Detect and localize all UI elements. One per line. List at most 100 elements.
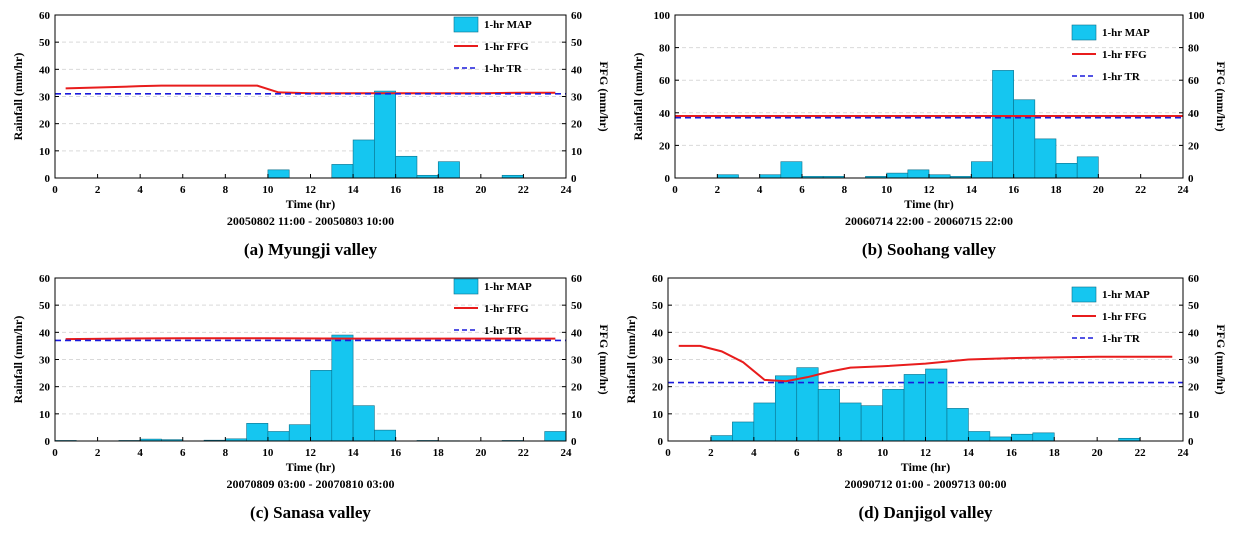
x-tick-label: 4 [757, 184, 763, 196]
y2-tick-label: 20 [1188, 382, 1200, 394]
x-tick-label: 22 [1135, 447, 1147, 459]
panel-caption: (b) Soohang valley [862, 240, 997, 259]
panel-caption: (d) Danjigol valley [858, 503, 993, 522]
y2-tick-label: 0 [571, 173, 577, 185]
y2-tick-label: 80 [1188, 43, 1200, 55]
y2-tick-label: 10 [571, 146, 583, 158]
y-tick-label: 20 [39, 119, 51, 131]
map-bar [437, 161, 460, 179]
x-tick-label: 8 [223, 447, 229, 459]
y2-tick-label: 40 [1188, 327, 1200, 339]
y-tick-label: 10 [652, 409, 664, 421]
map-bar [971, 161, 993, 179]
legend: 1-hr MAP 1-hr FFG 1-hr TR [453, 278, 532, 337]
x-tick-label: 0 [665, 447, 671, 459]
x-tick-label: 24 [561, 184, 573, 196]
map-bar [1013, 99, 1036, 179]
y-axis-label: Rainfall (mm/hr) [631, 53, 645, 141]
legend-label-map: 1-hr MAP [1102, 289, 1150, 301]
y-tick-label: 0 [665, 173, 671, 185]
x-tick-label: 0 [672, 184, 678, 196]
map-bar [352, 405, 375, 442]
map-bar [925, 368, 948, 442]
x-tick-label: 6 [794, 447, 800, 459]
x-tick-label: 0 [52, 184, 58, 196]
x-tick-label: 10 [262, 184, 274, 196]
y-tick-label: 60 [659, 75, 671, 87]
y2-axis-label: FFG (mm/hr) [597, 61, 611, 131]
date-range-label: 20090712 01:00 - 2009713 00:00 [845, 477, 1007, 491]
x-tick-label: 10 [262, 447, 274, 459]
y-tick-label: 20 [652, 382, 664, 394]
map-bar [374, 90, 396, 179]
y-tick-label: 50 [39, 300, 51, 312]
y2-axis-label: FFG (mm/hr) [1214, 61, 1228, 131]
legend-label-tr: 1-hr TR [1102, 71, 1141, 83]
y-tick-label: 0 [45, 173, 51, 185]
legend-label-ffg: 1-hr FFG [484, 41, 529, 53]
legend-label-tr: 1-hr TR [484, 325, 523, 337]
y2-axis-label: FFG (mm/hr) [597, 324, 611, 394]
map-bar [395, 155, 418, 179]
y-tick-label: 60 [652, 273, 664, 285]
legend-label-tr: 1-hr TR [484, 63, 523, 75]
map-bar [992, 70, 1014, 179]
x-tick-label: 6 [180, 447, 186, 459]
legend-label-ffg: 1-hr FFG [1102, 311, 1147, 323]
map-bar [710, 435, 733, 442]
map-bar [732, 421, 755, 442]
y2-tick-label: 60 [1188, 273, 1200, 285]
legend-label-map: 1-hr MAP [484, 19, 532, 31]
legend: 1-hr MAP 1-hr FFG 1-hr TR [1071, 24, 1150, 83]
y2-tick-label: 40 [1188, 108, 1200, 120]
map-bar [1011, 433, 1034, 442]
y-tick-label: 30 [652, 355, 664, 367]
panel-caption: (a) Myungji valley [244, 240, 378, 259]
map-bar [946, 408, 969, 442]
map-bar [817, 389, 840, 442]
map-bar [907, 169, 930, 179]
map-bar [839, 402, 862, 442]
x-tick-label: 20 [475, 184, 487, 196]
y2-tick-label: 50 [571, 300, 583, 312]
y2-tick-label: 0 [1188, 436, 1194, 448]
x-tick-label: 14 [348, 447, 360, 459]
y-tick-label: 20 [39, 382, 51, 394]
ffg-line [678, 344, 1173, 383]
y-tick-label: 50 [652, 300, 664, 312]
map-bar [753, 402, 776, 442]
y2-tick-label: 30 [1188, 355, 1200, 367]
y-tick-label: 10 [39, 146, 51, 158]
legend-label-map: 1-hr MAP [1102, 27, 1150, 39]
legend-label-tr: 1-hr TR [1102, 333, 1141, 345]
y2-tick-label: 40 [571, 64, 583, 76]
y2-tick-label: 20 [571, 119, 583, 131]
x-tick-label: 12 [305, 184, 317, 196]
legend: 1-hr MAP 1-hr FFG 1-hr TR [453, 16, 532, 75]
x-tick-label: 2 [715, 184, 721, 196]
y2-tick-label: 100 [1188, 10, 1205, 22]
y-tick-label: 30 [39, 92, 51, 104]
y2-tick-label: 20 [1188, 140, 1200, 152]
x-tick-label: 2 [95, 447, 101, 459]
map-bar [331, 334, 354, 442]
x-tick-label: 6 [180, 184, 186, 196]
x-tick-label: 20 [475, 447, 487, 459]
x-tick-label: 4 [137, 447, 143, 459]
y2-tick-label: 20 [571, 382, 583, 394]
x-tick-label: 18 [1051, 184, 1063, 196]
map-bar [882, 389, 905, 442]
date-range-label: 20070809 03:00 - 20070810 03:00 [227, 477, 395, 491]
y-tick-label: 100 [654, 10, 671, 22]
x-tick-label: 22 [518, 184, 530, 196]
x-tick-label: 4 [751, 447, 757, 459]
x-tick-label: 22 [1135, 184, 1147, 196]
y2-tick-label: 10 [571, 409, 583, 421]
legend: 1-hr MAP 1-hr FFG 1-hr TR [1071, 286, 1150, 345]
y2-tick-label: 40 [571, 327, 583, 339]
map-bar [246, 423, 269, 442]
map-bar [774, 375, 798, 442]
date-range-label: 20050802 11:00 - 20050803 10:00 [227, 214, 394, 228]
map-bar [1034, 138, 1057, 179]
